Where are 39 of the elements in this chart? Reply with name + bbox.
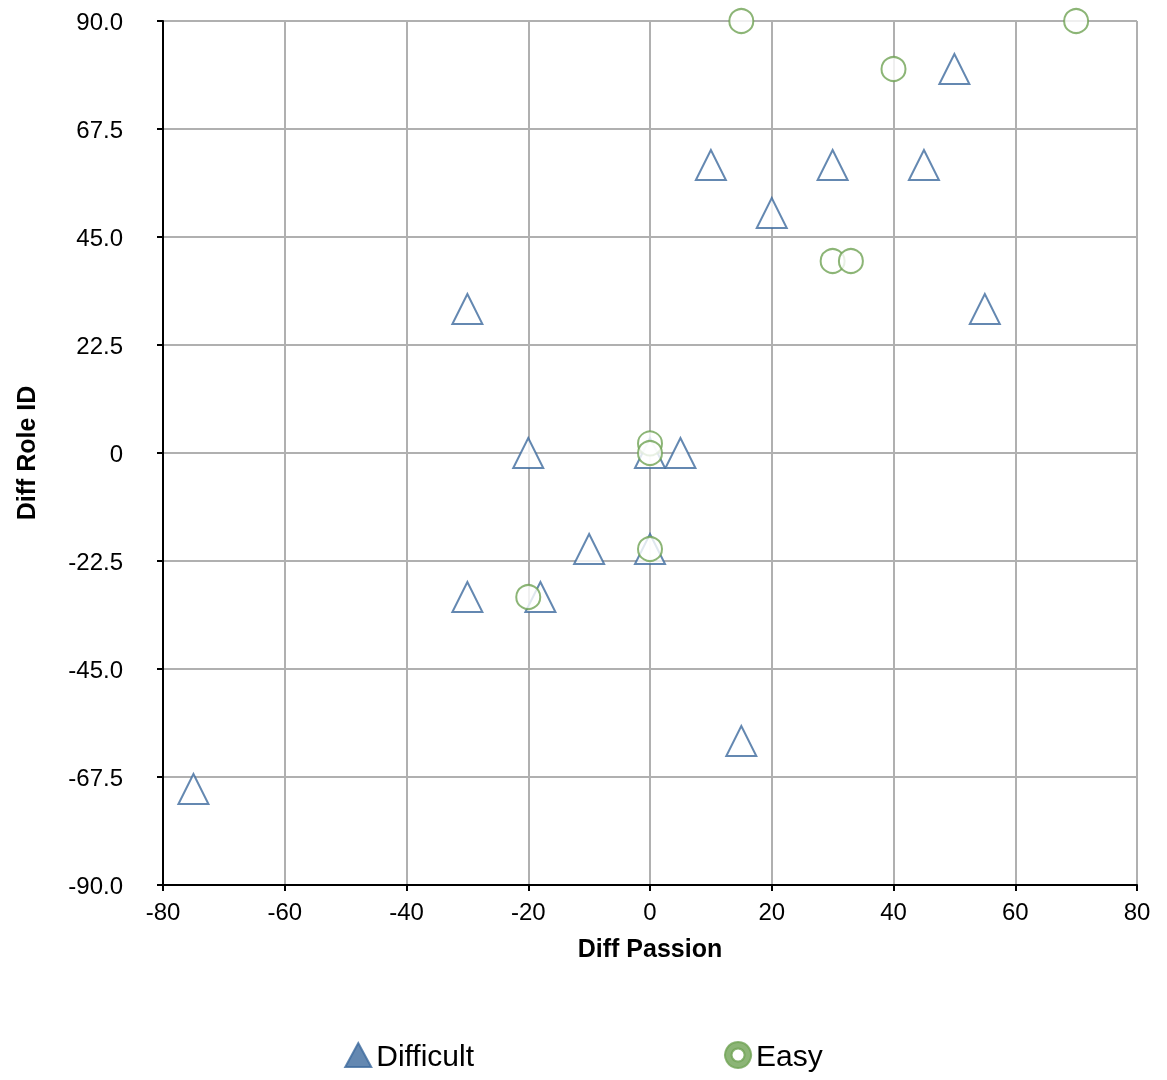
y-tick-label: 0: [109, 439, 123, 467]
point: [451, 581, 484, 613]
point: [968, 293, 1001, 325]
x-tick-label: 60: [1001, 897, 1029, 925]
point: [694, 149, 727, 181]
y-axis-title: Diff Role ID: [11, 385, 40, 521]
point: [755, 197, 788, 229]
legend-label: Easy: [756, 1038, 823, 1072]
x-tick-label: 0: [643, 897, 657, 925]
x-tick-label: 20: [758, 897, 786, 925]
x-tick-label: 80: [1123, 897, 1151, 925]
point: [880, 56, 907, 82]
point: [177, 773, 210, 805]
point: [816, 149, 849, 181]
point: [573, 533, 606, 565]
y-tick-label: 90.0: [76, 7, 123, 35]
y-tick-label: 67.5: [76, 115, 123, 143]
y-tick-label: 22.5: [76, 331, 123, 359]
x-tick-label: -60: [267, 897, 303, 925]
point: [728, 8, 755, 34]
x-tick-label: -20: [510, 897, 546, 925]
point: [451, 293, 484, 325]
point: [1063, 8, 1090, 34]
point: [837, 248, 864, 274]
y-tick-label: -67.5: [68, 763, 123, 791]
point: [512, 437, 545, 469]
x-tick-label: -80: [145, 897, 181, 925]
point: [725, 725, 758, 757]
legend-label: Difficult: [376, 1038, 475, 1072]
point: [664, 437, 697, 469]
x-tick-label: -40: [389, 897, 424, 925]
point: [907, 149, 940, 181]
point: [938, 53, 971, 85]
x-tick-label: 40: [880, 897, 907, 925]
y-tick-label: 45.0: [76, 223, 123, 251]
y-tick-label: -90.0: [68, 871, 123, 899]
y-tick-label: -22.5: [68, 547, 123, 575]
x-axis-title: Diff Passion: [577, 933, 723, 962]
y-tick-label: -45.0: [68, 655, 123, 683]
